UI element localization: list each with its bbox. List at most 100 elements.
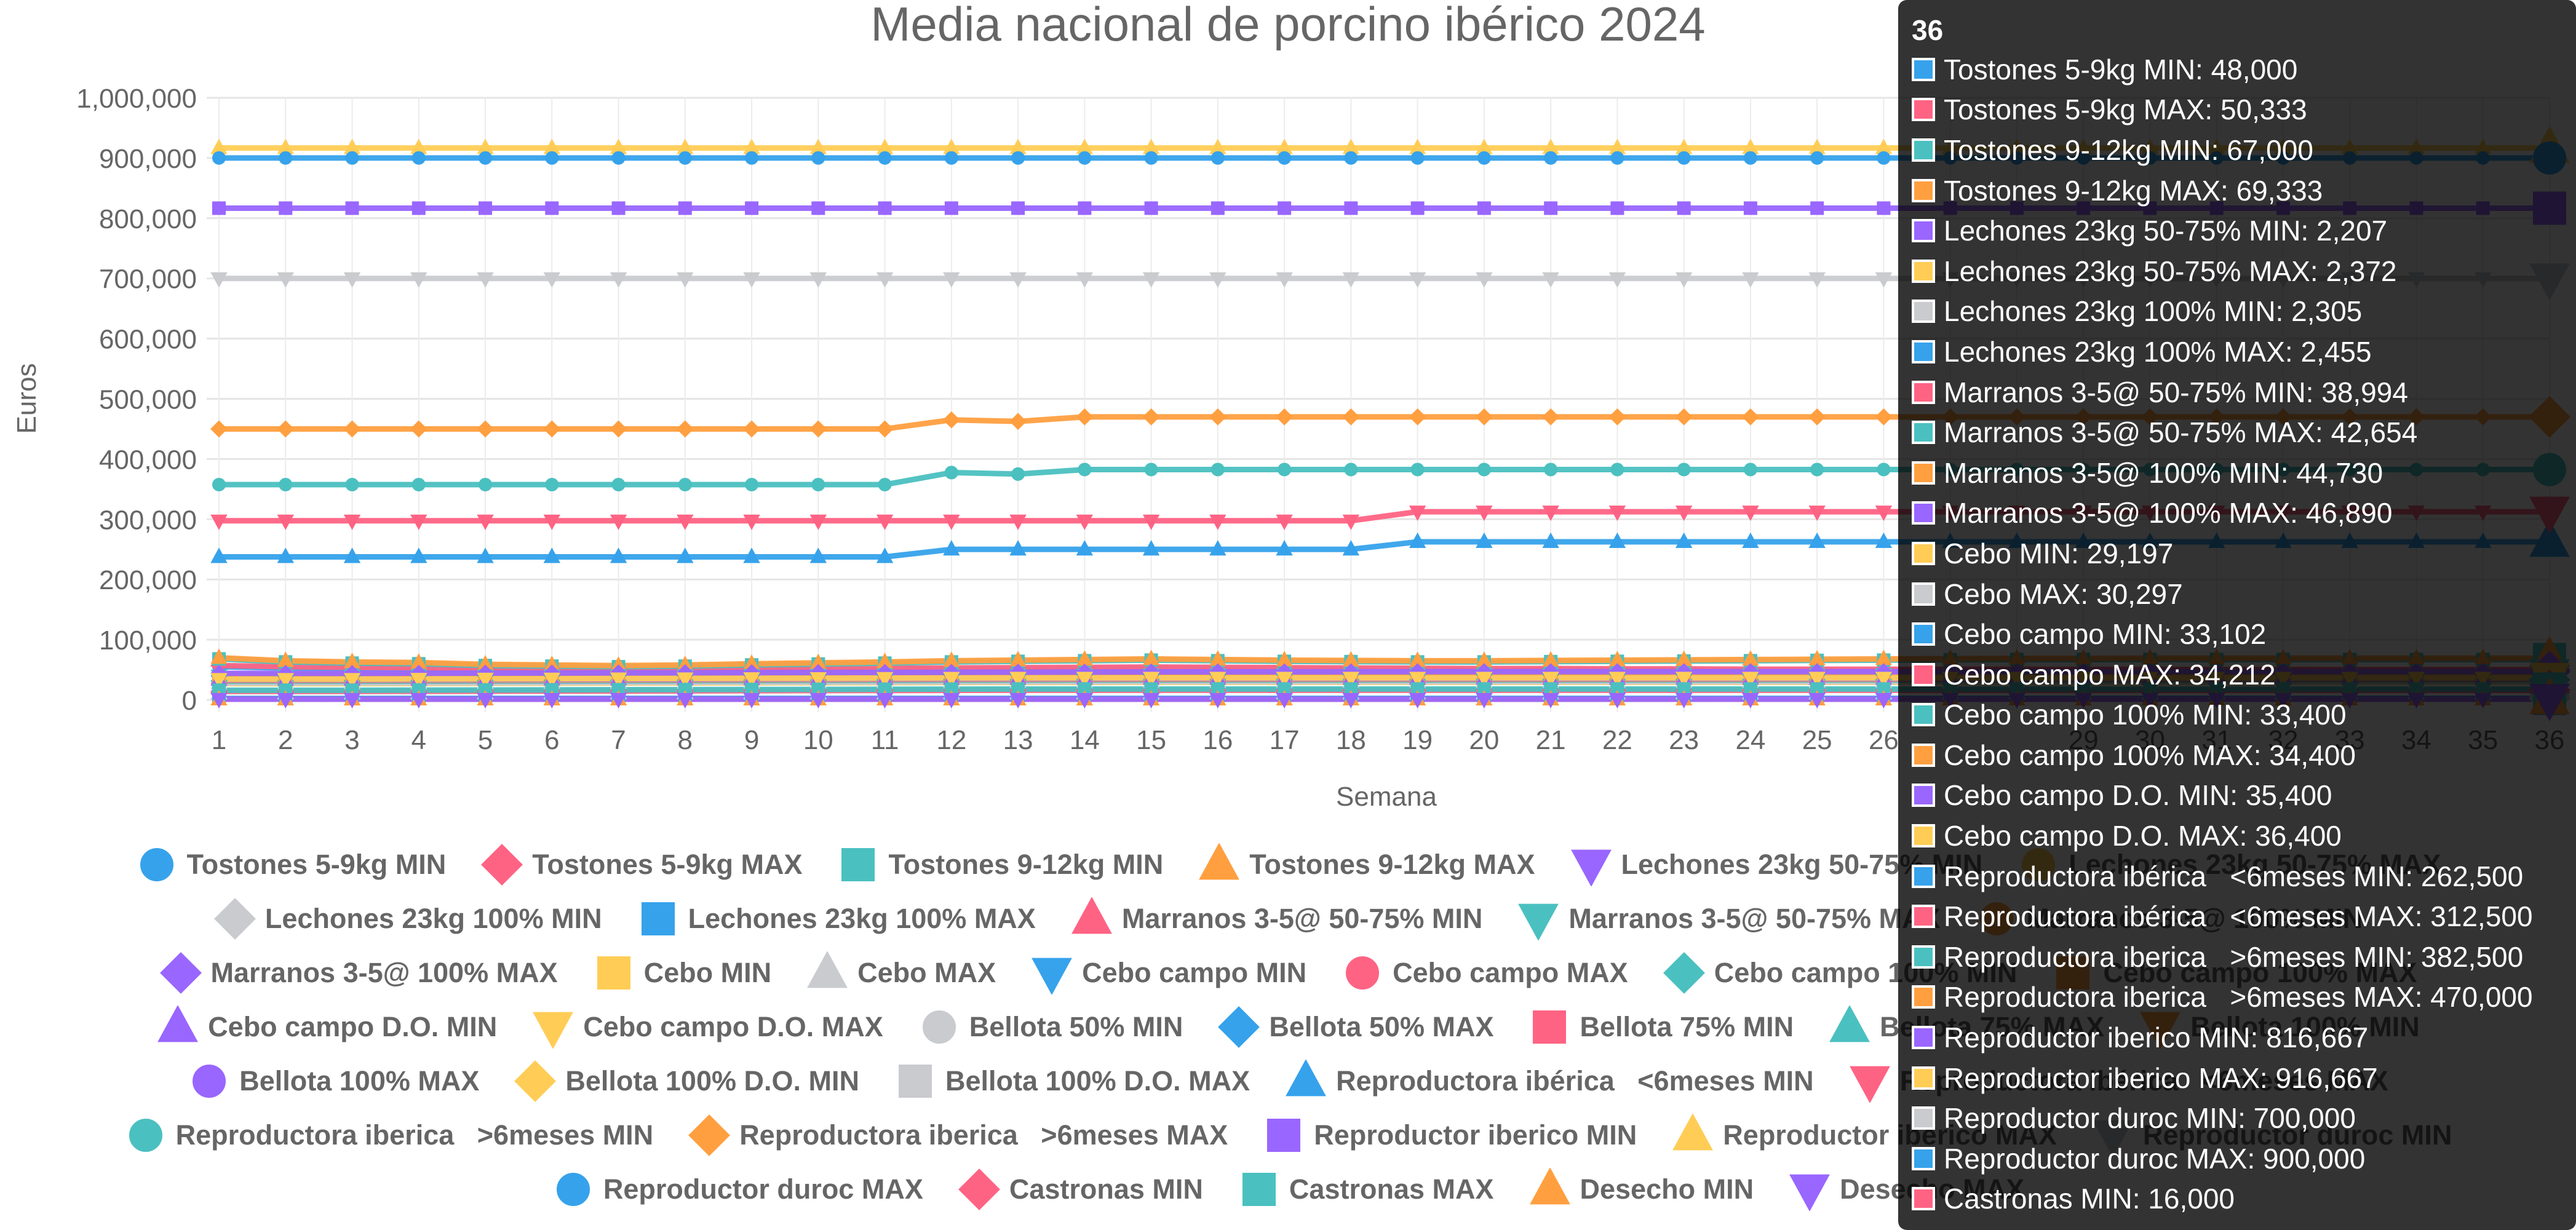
data-point-reproductor-iberico-min bbox=[944, 201, 958, 215]
tooltip-line-text: Reproductora iberica >6meses MIN: 382,50… bbox=[1944, 940, 2524, 973]
data-point-reproductora-ib-rica-6meses-min bbox=[1076, 540, 1094, 556]
data-point-reproductor-iberico-min bbox=[212, 201, 226, 215]
legend-item-tostones-5-9kg-max[interactable]: Tostones 5-9kg MAX bbox=[480, 843, 802, 886]
data-point-reproductora-ib-rica-6meses-min bbox=[1675, 532, 1693, 549]
legend-marker bbox=[597, 956, 630, 990]
tooltip-color-box bbox=[1912, 300, 1935, 323]
legend-item-bellota-50-max[interactable]: Bellota 50% MAX bbox=[1217, 1006, 1493, 1049]
tooltip-line-text: Cebo campo MAX: 34,212 bbox=[1944, 658, 2276, 691]
data-point-reproductora-iberica-6meses-min bbox=[411, 478, 426, 492]
legend-label: Lechones 23kg 100% MAX bbox=[688, 903, 1036, 934]
legend-item-tostones-5-9kg-min[interactable]: Tostones 5-9kg MIN bbox=[135, 843, 446, 886]
x-tick-label: 18 bbox=[1336, 725, 1366, 755]
legend-item-cebo-max[interactable]: Cebo MAX bbox=[806, 951, 996, 994]
data-point-desecho-max bbox=[610, 692, 627, 708]
legend-item-cebo-min[interactable]: Cebo MIN bbox=[592, 951, 771, 994]
legend-item-cebo-campo-min[interactable]: Cebo campo MIN bbox=[1030, 951, 1306, 994]
data-point-desecho-max bbox=[1675, 692, 1693, 708]
data-point-reproductor-duroc-max bbox=[1078, 151, 1092, 165]
data-point-reproductora-ib-rica-6meses-min bbox=[277, 547, 294, 563]
legend-item-reproductora-ib-rica-6meses-min[interactable]: Reproductora ibérica <6meses MIN bbox=[1284, 1060, 1814, 1103]
legend-swatch-rectRot bbox=[958, 1168, 1000, 1210]
data-point-reproductora-ib-rica-6meses-max bbox=[1875, 506, 1893, 522]
data-point-cebo-campo-d-o-max bbox=[1276, 672, 1293, 688]
tooltip-color-box bbox=[1912, 1146, 1935, 1170]
data-point-reproductor-iberico-min bbox=[1344, 201, 1358, 215]
legend-item-bellota-100-max[interactable]: Bellota 100% MAX bbox=[188, 1060, 479, 1103]
tooltip-line-text: Lechones 23kg 50-75% MAX: 2,372 bbox=[1944, 255, 2397, 287]
legend-item-lechones-23kg-100-max[interactable]: Lechones 23kg 100% MAX bbox=[637, 897, 1036, 940]
data-point-reproductor-duroc-max bbox=[545, 151, 559, 165]
data-point-desecho-max bbox=[1542, 692, 1559, 708]
tooltip-line-text: Reproductora iberica >6meses MAX: 470,00… bbox=[1944, 981, 2533, 1014]
data-point-reproductor-duroc-max bbox=[1144, 151, 1158, 165]
data-point-reproductora-ib-rica-6meses-min bbox=[1009, 540, 1027, 556]
data-point-reproductora-iberica-6meses-min bbox=[1078, 462, 1092, 477]
data-point-reproductora-ib-rica-6meses-max bbox=[1675, 506, 1693, 522]
legend-item-bellota-50-min[interactable]: Bellota 50% MIN bbox=[918, 1006, 1183, 1049]
legend-item-reproductor-iberico-min[interactable]: Reproductor iberico MIN bbox=[1262, 1114, 1637, 1157]
data-point-desecho-max bbox=[1875, 692, 1893, 708]
tooltip-line-text: Tostones 5-9kg MIN: 48,000 bbox=[1944, 53, 2298, 85]
legend-swatch-rect bbox=[1533, 1010, 1567, 1044]
legend-item-marranos-3-5-50-75-min[interactable]: Marranos 3-5@ 50-75% MIN bbox=[1070, 897, 1482, 940]
legend-swatch-rectRot bbox=[1218, 1006, 1260, 1048]
legend-item-castronas-min[interactable]: Castronas MIN bbox=[958, 1168, 1203, 1211]
data-point-reproductora-ib-rica-6meses-min bbox=[809, 547, 827, 563]
legend-item-cebo-campo-max[interactable]: Cebo campo MAX bbox=[1341, 951, 1628, 994]
legend-item-tostones-9-12kg-max[interactable]: Tostones 9-12kg MAX bbox=[1198, 843, 1535, 886]
legend-marker bbox=[1672, 1114, 1714, 1151]
data-point-reproductora-ib-rica-6meses-min bbox=[876, 547, 894, 563]
data-point-reproductora-iberica-6meses-max bbox=[277, 420, 295, 438]
legend-item-bellota-100-d-o-max[interactable]: Bellota 100% D.O. MAX bbox=[894, 1060, 1250, 1103]
legend-item-lechones-23kg-100-min[interactable]: Lechones 23kg 100% MIN bbox=[213, 897, 602, 940]
data-point-reproductor-iberico-min bbox=[1011, 201, 1025, 215]
tooltip-line: Cebo campo D.O. MAX: 36,400 bbox=[1912, 815, 2562, 856]
tooltip-color-box bbox=[1912, 57, 1935, 81]
legend-item-reproductor-duroc-max[interactable]: Reproductor duroc MAX bbox=[552, 1168, 923, 1211]
legend-marker bbox=[641, 902, 675, 935]
x-tick-label: 14 bbox=[1070, 725, 1100, 755]
tooltip-line-text: Cebo campo D.O. MIN: 35,400 bbox=[1944, 779, 2332, 812]
data-point-reproductora-ib-rica-6meses-max bbox=[1409, 506, 1426, 522]
tooltip-color-box bbox=[1912, 703, 1935, 727]
legend-item-castronas-max[interactable]: Castronas MAX bbox=[1238, 1168, 1494, 1211]
legend-marker bbox=[129, 1119, 162, 1152]
legend-item-tostones-9-12kg-min[interactable]: Tostones 9-12kg MIN bbox=[837, 843, 1163, 886]
legend-marker bbox=[1849, 1066, 1890, 1103]
data-point-cebo-campo-d-o-max bbox=[277, 673, 294, 689]
legend-item-bellota-100-d-o-min[interactable]: Bellota 100% D.O. MIN bbox=[514, 1060, 859, 1103]
tooltip-color-box bbox=[1912, 582, 1935, 606]
tooltip-title: 36 bbox=[1912, 14, 1944, 46]
legend-item-reproductora-iberica-6meses-max[interactable]: Reproductora iberica >6meses MAX bbox=[688, 1114, 1228, 1157]
legend-item-desecho-min[interactable]: Desecho MIN bbox=[1529, 1168, 1754, 1211]
data-point-reproductor-duroc-min bbox=[1276, 272, 1293, 288]
data-point-reproductor-duroc-max bbox=[411, 151, 426, 165]
data-point-reproductora-iberica-6meses-min bbox=[479, 478, 493, 492]
legend-item-marranos-3-5-50-75-max[interactable]: Marranos 3-5@ 50-75% MAX bbox=[1517, 897, 1941, 940]
legend-swatch-triangle bbox=[1071, 897, 1112, 934]
data-point-cebo-campo-d-o-max bbox=[1608, 672, 1626, 688]
data-point-reproductora-iberica-6meses-min bbox=[1410, 462, 1425, 477]
data-point-reproductora-iberica-6meses-max bbox=[1409, 408, 1426, 426]
legend-swatch-triangleDown bbox=[1518, 903, 1559, 940]
legend-item-reproductora-iberica-6meses-min[interactable]: Reproductora iberica >6meses MIN bbox=[124, 1114, 653, 1157]
data-point-reproductor-duroc-min bbox=[1608, 272, 1626, 288]
legend-marker bbox=[1570, 849, 1612, 886]
legend-item-bellota-75-min[interactable]: Bellota 75% MIN bbox=[1528, 1006, 1794, 1049]
data-point-reproductor-duroc-max bbox=[678, 151, 692, 165]
data-point-reproductora-ib-rica-6meses-min bbox=[543, 547, 560, 563]
legend-item-marranos-3-5-100-max[interactable]: Marranos 3-5@ 100% MAX bbox=[159, 951, 558, 994]
data-point-reproductora-ib-rica-6meses-min bbox=[1875, 532, 1893, 549]
legend-item-cebo-campo-d-o-min[interactable]: Cebo campo D.O. MIN bbox=[156, 1006, 497, 1049]
data-point-reproductora-ib-rica-6meses-max bbox=[1542, 506, 1559, 522]
data-point-reproductora-iberica-6meses-min bbox=[1477, 462, 1491, 477]
y-tick-label: 100,000 bbox=[99, 625, 197, 656]
x-tick-label: 2 bbox=[278, 725, 293, 755]
x-tick-label: 6 bbox=[544, 725, 559, 755]
tooltip-color-box bbox=[1912, 662, 1935, 686]
tooltip-line: Reproductor iberico MIN: 816,667 bbox=[1912, 1017, 2562, 1058]
tooltip-color-box bbox=[1912, 905, 1935, 929]
legend-item-cebo-campo-d-o-max[interactable]: Cebo campo D.O. MAX bbox=[531, 1006, 883, 1049]
tooltip-line: Reproductora iberica >6meses MIN: 382,50… bbox=[1912, 937, 2562, 977]
